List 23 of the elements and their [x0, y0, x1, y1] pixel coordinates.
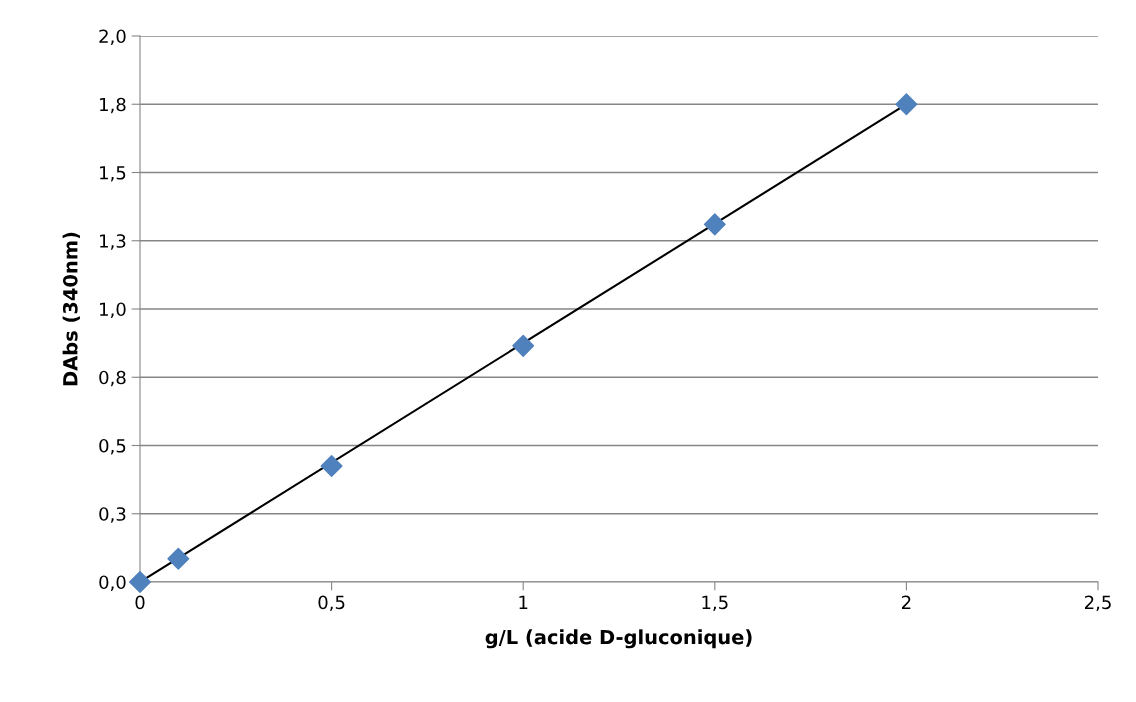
x-tick-label: 2: [901, 595, 911, 609]
point: [895, 93, 918, 116]
y-axis-title: DAbs (340nm): [62, 232, 80, 386]
x-tick-label: 0,5: [318, 595, 345, 612]
x-tick-label: 1: [519, 595, 528, 609]
point: [512, 334, 535, 357]
point: [167, 547, 190, 570]
point: [320, 454, 343, 477]
x-tick-label: 0: [135, 595, 145, 610]
y-tick-label: 1,5: [100, 166, 126, 182]
point: [129, 571, 151, 593]
y-tick-label: 1,3: [100, 234, 126, 250]
y-tick-label: 1,0: [100, 302, 126, 318]
y-tick-label: 2,0: [99, 29, 126, 45]
y-tick-label: 0,5: [99, 438, 126, 455]
y-tick-label: 1,8: [100, 97, 126, 114]
x-tick-label: 2,5: [1084, 595, 1111, 612]
y-tick-label: 0,0: [99, 575, 126, 591]
y-tick-label: 0,3: [99, 507, 126, 523]
y-tick-label: 0,8: [99, 370, 126, 387]
x-axis-title: g/L (acide D-gluconique): [485, 629, 752, 649]
x-tick-label: 1,5: [702, 595, 728, 612]
point: [703, 213, 726, 236]
